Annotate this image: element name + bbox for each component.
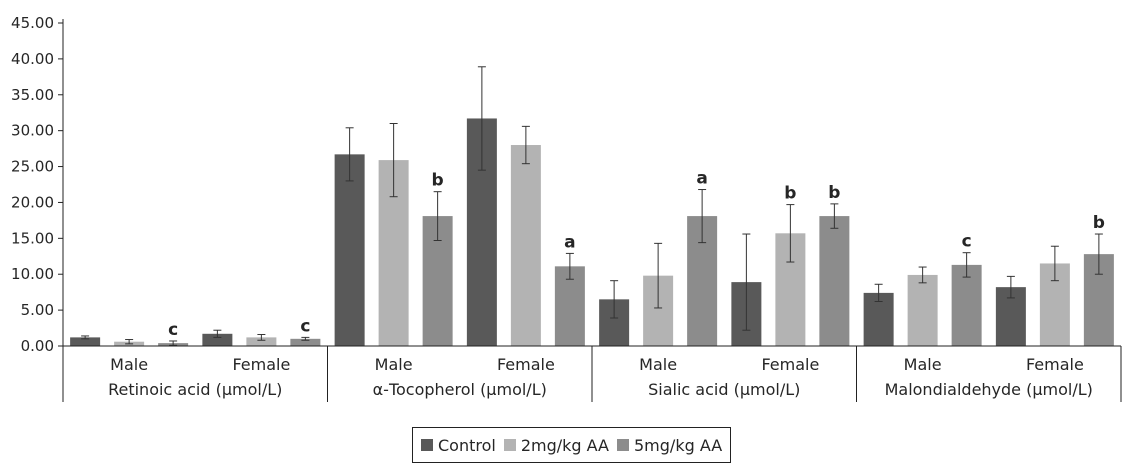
bar-2mg-kg-aa-3 <box>510 145 541 346</box>
legend-swatch-2mg <box>503 439 516 451</box>
bar-control-2 <box>334 154 365 346</box>
bar-5mg-kg-aa-6 <box>951 264 982 346</box>
legend-item-2mg: 2mg/kg AA <box>503 435 609 455</box>
y-tick-label: 0.00 <box>21 337 54 355</box>
y-tick-label: 10.00 <box>11 265 54 283</box>
bar-5mg-kg-aa-5 <box>819 216 850 346</box>
significance-label: c <box>962 232 972 252</box>
y-tick-label: 5.00 <box>21 301 54 319</box>
significance-label: c <box>168 320 178 340</box>
legend-swatch-control <box>421 439 433 451</box>
category-label: Male <box>110 355 148 374</box>
significance-label: c <box>300 316 310 336</box>
chart-legend: Control 2mg/kg AA 5mg/kg AA <box>412 427 732 463</box>
bar-2mg-kg-aa-1 <box>246 337 277 346</box>
category-label: Male <box>375 355 413 374</box>
significance-label: a <box>564 232 575 252</box>
bar-2mg-kg-aa-6 <box>907 274 938 346</box>
y-tick-label: 40.00 <box>11 50 54 68</box>
group-label: Malondialdehyde (µmol/L) <box>885 380 1093 399</box>
bar-5mg-kg-aa-1 <box>290 338 321 346</box>
y-tick-label: 20.00 <box>11 193 54 211</box>
significance-label: b <box>1093 213 1105 233</box>
y-tick-label: 25.00 <box>11 158 54 176</box>
y-tick-label: 30.00 <box>11 122 54 140</box>
legend-item-control: Control <box>421 436 496 455</box>
category-label: Male <box>904 355 942 374</box>
significance-label: b <box>432 171 444 191</box>
group-label: α-Tocopherol (µmol/L) <box>373 380 547 399</box>
group-label: Retinoic acid (µmol/L) <box>108 380 282 399</box>
category-label: Female <box>1026 355 1084 374</box>
bar-control-0 <box>70 337 101 346</box>
significance-label: b <box>828 183 840 203</box>
bar-control-1 <box>202 333 233 346</box>
category-label: Female <box>761 355 819 374</box>
category-label: Female <box>497 355 555 374</box>
category-label: Male <box>639 355 677 374</box>
legend-label-control: Control <box>438 435 496 455</box>
legend-item-5mg: 5mg/kg AA <box>617 436 722 455</box>
legend-label-2mg: 2mg/kg AA <box>520 435 609 455</box>
y-tick-label: 45.00 <box>11 14 54 32</box>
y-tick-label: 15.00 <box>11 229 54 247</box>
significance-label: a <box>696 169 707 189</box>
legend-swatch-5mg <box>617 439 629 451</box>
legend-label-5mg: 5mg/kg AA <box>634 435 723 455</box>
group-label: Sialic acid (µmol/L) <box>648 380 800 399</box>
significance-label: b <box>784 184 796 204</box>
y-tick-label: 35.00 <box>11 86 54 104</box>
category-label: Female <box>232 355 290 374</box>
